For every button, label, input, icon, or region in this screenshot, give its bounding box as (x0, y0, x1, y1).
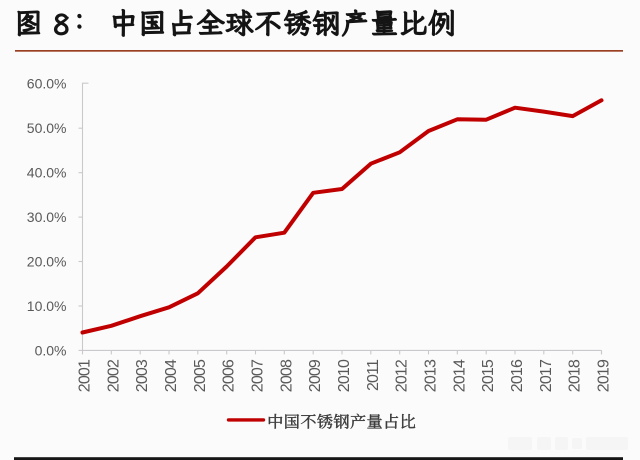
svg-text:2001: 2001 (77, 359, 94, 392)
svg-text:2012: 2012 (394, 359, 411, 392)
svg-text:2017: 2017 (538, 359, 555, 392)
svg-text:2014: 2014 (451, 359, 468, 392)
svg-text:2002: 2002 (105, 359, 122, 392)
svg-text:10.0%: 10.0% (27, 298, 67, 314)
svg-text:2007: 2007 (250, 359, 267, 392)
svg-text:30.0%: 30.0% (27, 209, 67, 225)
svg-text:2016: 2016 (509, 359, 526, 392)
svg-text:2005: 2005 (192, 359, 209, 392)
svg-text:2019: 2019 (596, 359, 613, 392)
svg-text:2006: 2006 (221, 359, 238, 392)
svg-text:50.0%: 50.0% (27, 120, 67, 136)
svg-text:2009: 2009 (307, 359, 324, 392)
svg-text:2015: 2015 (480, 359, 497, 392)
svg-text:2011: 2011 (365, 359, 382, 391)
svg-text:2018: 2018 (567, 359, 584, 392)
svg-text:2003: 2003 (134, 359, 151, 392)
svg-text:60.0%: 60.0% (27, 76, 67, 92)
svg-text:2008: 2008 (278, 359, 295, 392)
svg-text:2010: 2010 (336, 359, 353, 392)
svg-text:20.0%: 20.0% (27, 253, 67, 269)
svg-text:40.0%: 40.0% (27, 165, 67, 181)
svg-text:0.0%: 0.0% (35, 342, 67, 358)
svg-text:2004: 2004 (163, 359, 180, 392)
svg-text:2013: 2013 (423, 359, 440, 392)
